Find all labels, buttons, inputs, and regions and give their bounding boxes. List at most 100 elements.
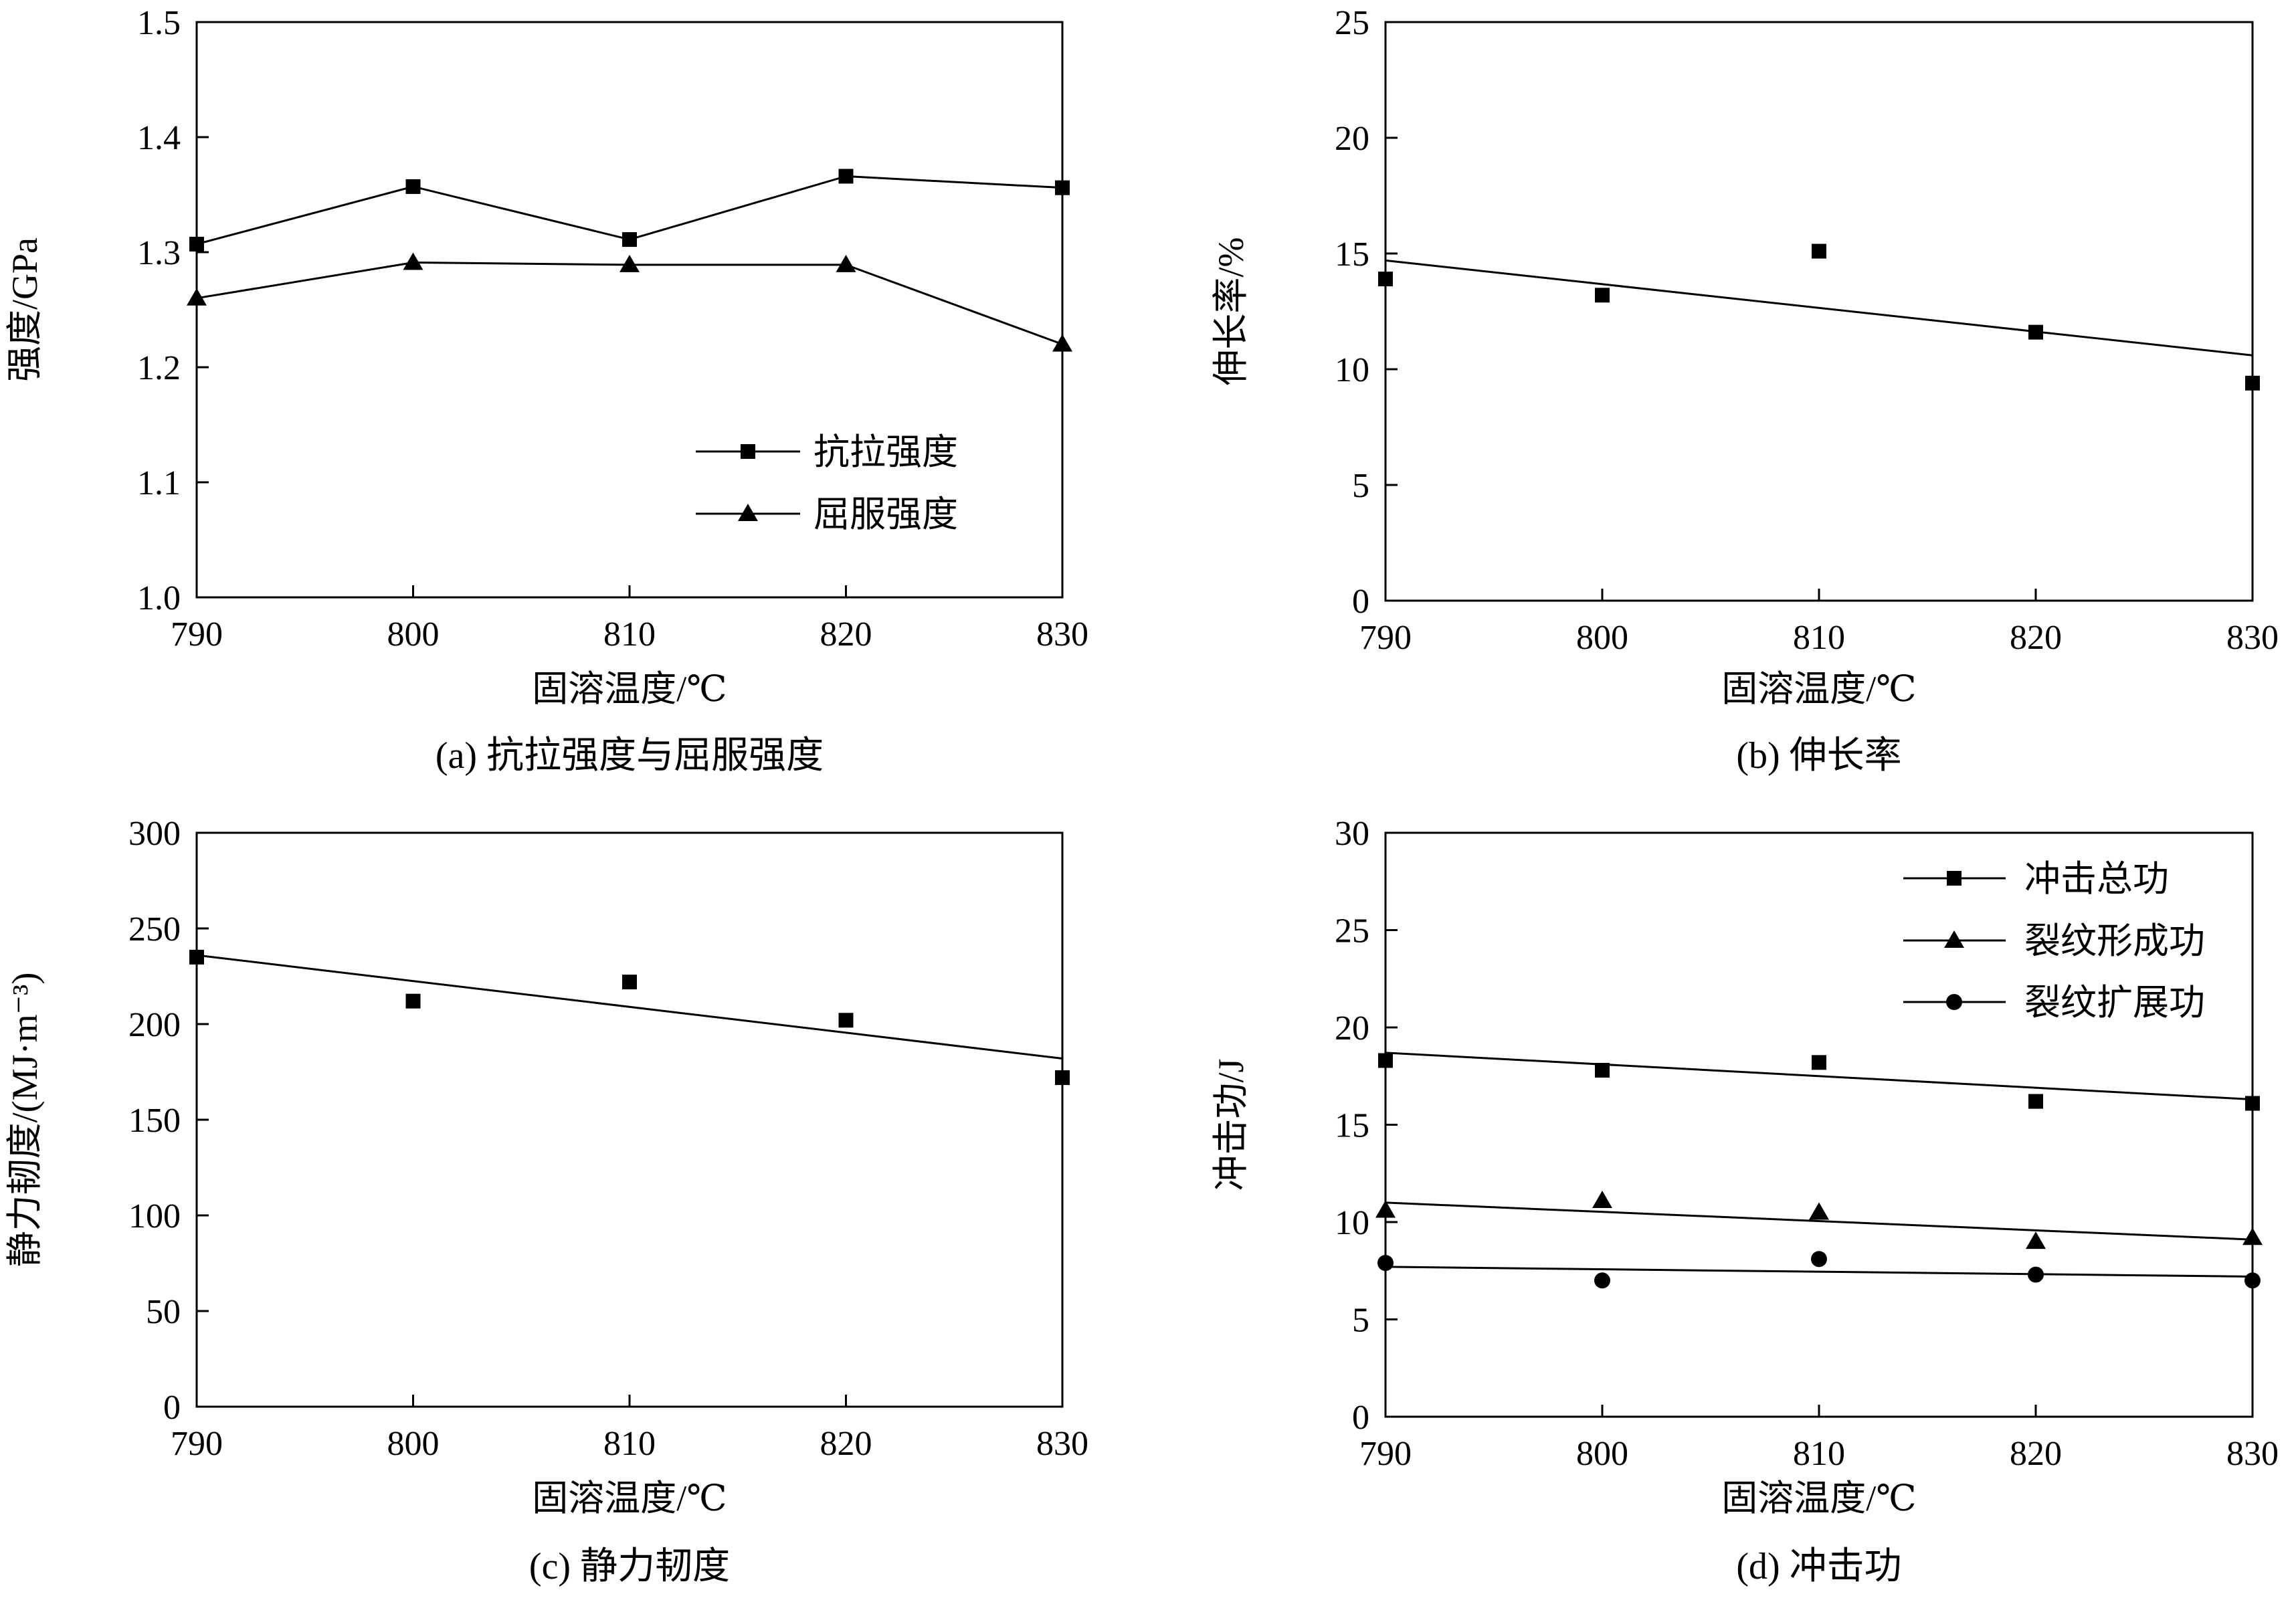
y-tick-label: 1.2 xyxy=(137,349,181,387)
x-tick-label: 810 xyxy=(1793,619,1845,657)
legend-label: 抗拉强度 xyxy=(814,432,958,472)
data-point xyxy=(619,254,640,272)
y-tick-label: 20 xyxy=(1335,1009,1369,1047)
y-tick-label: 1.4 xyxy=(137,119,181,157)
data-point xyxy=(1377,1255,1394,1272)
x-tick-label: 820 xyxy=(820,1425,872,1463)
x-tick-label: 830 xyxy=(2226,1435,2279,1473)
legend-marker xyxy=(741,444,755,459)
data-point xyxy=(622,975,637,990)
data-point xyxy=(1052,334,1072,352)
data-point xyxy=(189,949,204,965)
data-point xyxy=(1055,1070,1070,1086)
series-c-0 xyxy=(189,949,1070,1086)
trend-line xyxy=(1385,1052,2253,1101)
data-point xyxy=(2244,1272,2261,1289)
y-tick-label: 200 xyxy=(128,1006,181,1044)
legend-label: 裂纹形成功 xyxy=(2024,921,2205,961)
x-tick-label: 790 xyxy=(171,615,223,654)
x-axis-title: 固溶温度/℃ xyxy=(1721,1478,1916,1518)
y-tick-label: 30 xyxy=(1335,815,1369,853)
trend-line xyxy=(1385,1201,2253,1241)
series-d-0 xyxy=(1378,1052,2260,1111)
data-point xyxy=(1592,1190,1612,1208)
series-a-0 xyxy=(189,169,1070,252)
series-d-2 xyxy=(1377,1251,2261,1289)
x-tick-label: 800 xyxy=(1576,619,1628,657)
y-tick-label: 10 xyxy=(1335,351,1369,389)
legend-marker xyxy=(1944,930,1964,948)
series-a-1 xyxy=(187,252,1072,352)
trend-line xyxy=(1385,259,2253,357)
x-tick-label: 790 xyxy=(1359,1435,1412,1473)
data-point xyxy=(1378,272,1393,287)
series-b-0 xyxy=(1378,243,2260,391)
data-point xyxy=(1812,243,1826,259)
plot-area xyxy=(1384,831,2254,1418)
panel-caption: (b) 伸长率 xyxy=(1736,735,1901,777)
y-axis-title: 强度/GPa xyxy=(5,237,45,382)
trend-line xyxy=(1385,1266,2253,1278)
data-point xyxy=(1594,1272,1610,1289)
plot-area xyxy=(195,831,1064,1408)
trend-line xyxy=(196,954,1063,1060)
legend-label: 屈服强度 xyxy=(814,494,958,534)
data-point xyxy=(2028,324,2043,340)
data-point xyxy=(1809,1202,1829,1220)
legend-marker xyxy=(1947,871,1962,886)
x-tick-label: 800 xyxy=(387,1425,440,1463)
series-line xyxy=(196,261,1063,346)
panel-caption: (d) 冲击功 xyxy=(1736,1546,1901,1587)
data-point xyxy=(1378,1053,1393,1068)
x-tick-label: 830 xyxy=(1036,615,1088,654)
data-point xyxy=(2026,1231,2046,1249)
x-axis-title: 固溶温度/℃ xyxy=(532,669,727,709)
x-tick-label: 830 xyxy=(2226,619,2279,657)
data-point xyxy=(1595,1063,1610,1078)
y-tick-label: 1.0 xyxy=(137,579,181,617)
x-tick-label: 790 xyxy=(171,1425,223,1463)
y-tick-label: 50 xyxy=(146,1293,181,1331)
data-point xyxy=(187,288,207,306)
y-tick-label: 10 xyxy=(1335,1204,1369,1242)
x-tick-label: 810 xyxy=(603,615,656,654)
data-point xyxy=(2028,1266,2044,1283)
y-tick-label: 1.5 xyxy=(137,4,181,42)
x-tick-label: 810 xyxy=(1793,1435,1845,1473)
data-point xyxy=(1812,1055,1826,1070)
y-axis-title: 静力韧度/(MJ·m⁻³) xyxy=(5,973,45,1268)
x-tick-label: 810 xyxy=(603,1425,656,1463)
y-tick-label: 15 xyxy=(1335,1107,1369,1145)
data-point xyxy=(1055,180,1070,195)
y-tick-label: 5 xyxy=(1352,1302,1369,1340)
x-tick-label: 800 xyxy=(387,615,440,654)
y-tick-label: 1.1 xyxy=(137,464,181,502)
data-point xyxy=(2242,1227,2263,1245)
y-tick-label: 5 xyxy=(1352,467,1369,505)
y-tick-label: 250 xyxy=(128,910,181,948)
data-point xyxy=(403,252,423,270)
data-point xyxy=(189,236,204,252)
data-point xyxy=(2245,1096,2260,1111)
y-tick-label: 0 xyxy=(1352,583,1369,621)
y-tick-label: 0 xyxy=(163,1389,181,1427)
data-point xyxy=(838,1013,854,1028)
plot-area xyxy=(1384,21,2254,602)
y-tick-label: 20 xyxy=(1335,120,1369,158)
y-axis-title: 冲击功/J xyxy=(1211,1058,1251,1191)
x-tick-label: 820 xyxy=(2010,619,2062,657)
legend-label: 裂纹扩展功 xyxy=(2024,983,2205,1023)
chart-panel-c: 790 800 810 820 830 0 50 100 150 200 250 300 固溶温度/℃ 静… xyxy=(5,815,1088,1587)
y-tick-label: 25 xyxy=(1335,912,1369,951)
data-point xyxy=(1595,288,1610,303)
x-tick-label: 830 xyxy=(1036,1425,1088,1463)
x-tick-label: 820 xyxy=(2010,1435,2062,1473)
data-point xyxy=(2245,375,2260,391)
data-point xyxy=(838,169,854,184)
data-point xyxy=(1811,1251,1827,1268)
data-point xyxy=(1375,1200,1396,1218)
chart-panel-d: 790 800 810 820 830 0 5 10 15 20 25 30 固溶温度/℃ 冲击功/J (d… xyxy=(1211,815,2279,1587)
x-axis-title: 固溶温度/℃ xyxy=(1721,669,1916,709)
